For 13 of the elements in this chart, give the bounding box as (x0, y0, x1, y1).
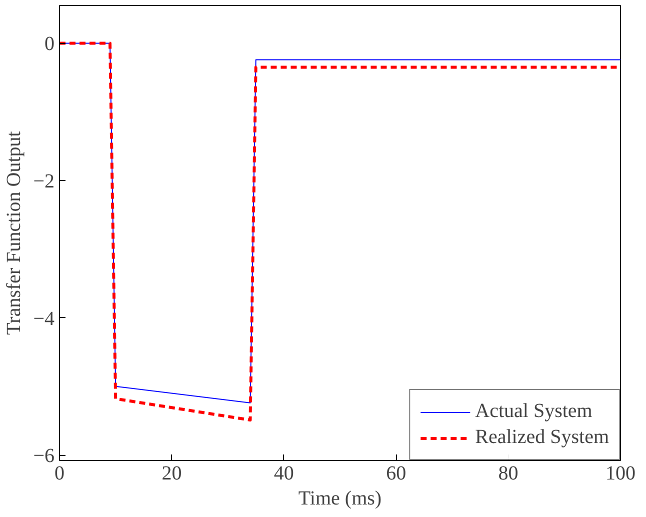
x-tick-label: 80 (498, 462, 518, 484)
x-tick-label: 60 (386, 462, 406, 484)
x-tick-label: 100 (606, 462, 636, 484)
y-tick-label: 0 (44, 33, 54, 56)
y-tick-label: −6 (33, 445, 54, 468)
legend-label: Actual System (475, 400, 592, 423)
x-tick-label: 20 (162, 462, 182, 484)
y-tick-label: −2 (33, 170, 54, 192)
y-tick-label: −4 (33, 308, 54, 330)
x-axis-title: Time (ms) (298, 488, 382, 510)
legend-label: Realized System (475, 426, 609, 449)
y-axis-title: Transfer Function Output (3, 130, 26, 335)
x-tick-label: 40 (274, 462, 294, 484)
